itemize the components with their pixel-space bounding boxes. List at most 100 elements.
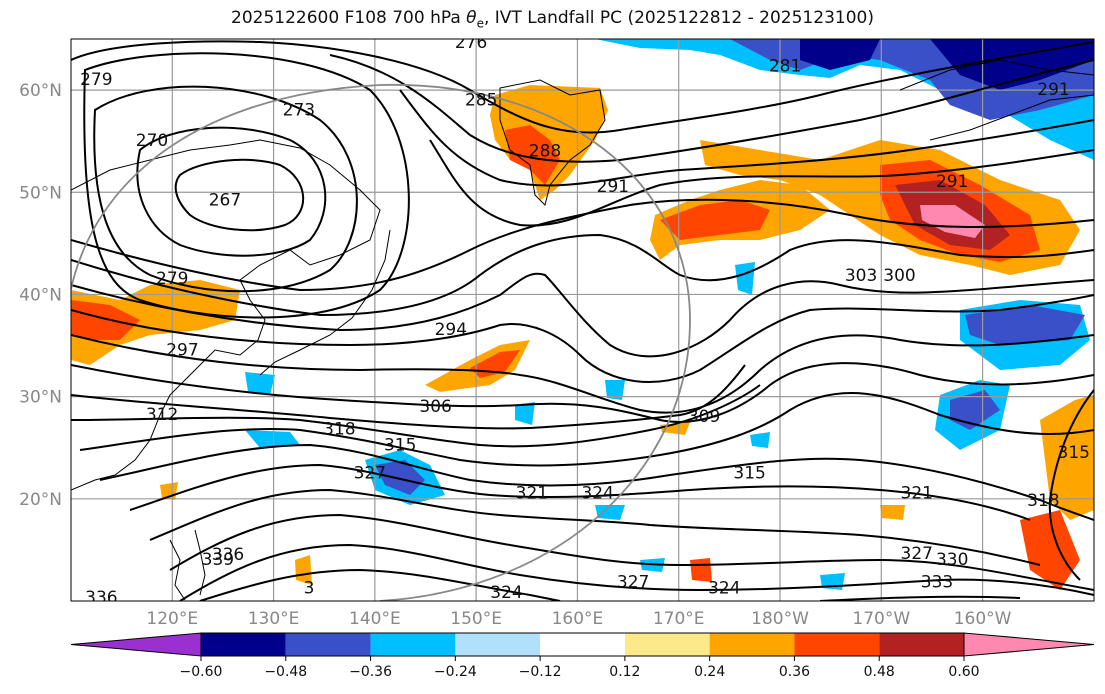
pos-region-china-core (71, 300, 140, 340)
contour-mid-2 (71, 233, 1094, 317)
colorbar-bin (455, 633, 541, 656)
lon-tick-label: 140°E (349, 609, 401, 629)
contour-north-1 (259, 41, 1094, 134)
map-panel: 276 279 273 270 267 285 288 291 281 291 291 303 300 2… (71, 33, 1094, 608)
contour-330 (179, 543, 1094, 601)
contour-297 (71, 294, 1094, 383)
contour-327 (169, 513, 1094, 591)
contour-label: 330 (936, 550, 968, 570)
neg-region-east2-core (950, 390, 1000, 430)
neg-region-sw2 (245, 430, 300, 448)
contour-label: 276 (455, 33, 487, 53)
lat-tick-label: 60°N (19, 81, 62, 101)
pos-speck-4 (880, 505, 905, 520)
colorbar-bin (794, 633, 880, 656)
latitude-labels: 20°N 30°N 40°N 50°N 60°N (19, 81, 62, 510)
lon-tick-label: 170°W (852, 609, 910, 629)
contour-label: 3 (304, 579, 315, 599)
graticule (71, 39, 1094, 601)
contour-312 (71, 384, 761, 448)
contour-label: 267 (209, 190, 241, 210)
contour-label: 281 (769, 57, 801, 77)
colorbar-extend-max (963, 632, 1095, 657)
lon-tick-label: 160°W (954, 609, 1012, 629)
lat-tick-label: 30°N (19, 388, 62, 408)
pos-speck-2 (295, 555, 312, 585)
pos-region-china (71, 280, 240, 365)
longitude-labels: 120°E 130°E 140°E 150°E 160°E 170°E 180°W 170°W… (146, 609, 1011, 629)
pos-region-central-core (660, 200, 770, 240)
contour-label: 300 (883, 266, 915, 286)
contour-label: 339 (202, 550, 234, 570)
contour-273 (93, 85, 358, 293)
pos-region-okhotsk-core (505, 125, 560, 185)
colorbar-bin (370, 633, 456, 656)
neg-speck-3 (735, 262, 755, 295)
lon-tick-label: 120°E (146, 609, 198, 629)
contour-east-loop (1048, 389, 1094, 581)
colorbar-tick-label: −0.48 (264, 664, 307, 680)
lon-tick-label: 170°E (653, 609, 705, 629)
contour-label: 321 (516, 484, 548, 504)
contour-318 (99, 443, 1094, 521)
colorbar-tick-label: −0.12 (519, 664, 562, 680)
contour-mid-3 (71, 334, 1094, 414)
colorbar-bin (709, 633, 795, 656)
colorbar-tick-label: 0.24 (694, 664, 725, 680)
coastline-japan (259, 229, 391, 376)
contour-label: 279 (156, 269, 188, 289)
neg-region-sw-core (375, 460, 425, 495)
contour-label: 324 (708, 579, 740, 599)
contour-label: 303 (845, 266, 877, 286)
contour-label: 294 (435, 320, 467, 340)
contour-291 (429, 139, 1094, 227)
contour-north-2 (329, 54, 1094, 163)
colorbar-tick-label: −0.24 (434, 664, 477, 680)
contour-label: 291 (1037, 80, 1069, 100)
contour-label: 279 (80, 70, 112, 90)
contour-309 (71, 364, 746, 430)
neg-region-east-core (965, 305, 1085, 345)
contour-label: 315 (1058, 443, 1090, 463)
contour-267 (174, 158, 305, 232)
colorbar: −0.60 −0.48 −0.36 −0.24 −0.12 0.12 0.24 0.36 0.4… (70, 632, 1095, 680)
colorbar-tick-label: −0.60 (180, 664, 223, 680)
contour-label: 297 (166, 341, 198, 361)
colorbar-tick-label: 0.36 (779, 664, 810, 680)
contour-label: 336 (85, 588, 117, 608)
colorbar-bin (540, 633, 625, 656)
radius-circle (71, 84, 691, 601)
contour-labels: 276 279 273 270 267 285 288 291 281 291 291 303 300 2… (80, 33, 1090, 608)
neg-speck-2 (605, 380, 625, 400)
contour-label: 285 (465, 90, 497, 110)
pc-shading (71, 39, 1094, 590)
contour-label: 327 (901, 544, 933, 564)
contour-label: 273 (283, 101, 315, 121)
neg-speck-1 (515, 402, 535, 425)
contour-315 (79, 392, 1094, 467)
contour-label: 318 (1027, 491, 1059, 511)
colorbar-tick-label: −0.36 (349, 664, 392, 680)
contour-label: 309 (688, 407, 720, 427)
coastline-philippines (169, 529, 206, 601)
coastline-alaska (899, 59, 1094, 141)
colorbar-tick-label: 0.60 (948, 664, 979, 680)
lat-tick-label: 50°N (19, 183, 62, 203)
neg-speck-4 (595, 505, 625, 520)
contour-279-w (71, 40, 261, 61)
contour-label: 327 (617, 573, 649, 593)
colorbar-bin (879, 633, 964, 656)
colorbar-tick-label: 0.48 (864, 664, 895, 680)
lat-tick-label: 40°N (19, 285, 62, 305)
contour-333 (199, 568, 1021, 601)
colorbar-bin (624, 633, 710, 656)
lon-tick-label: 180°W (751, 609, 809, 629)
contour-label: 312 (146, 405, 178, 425)
contour-label: 333 (921, 573, 953, 593)
colorbar-frame (200, 632, 965, 657)
contour-mid-1 (71, 198, 1094, 292)
map-border (70, 38, 1095, 602)
contour-label: 288 (529, 141, 561, 161)
pos-region-se2 (1020, 510, 1080, 590)
